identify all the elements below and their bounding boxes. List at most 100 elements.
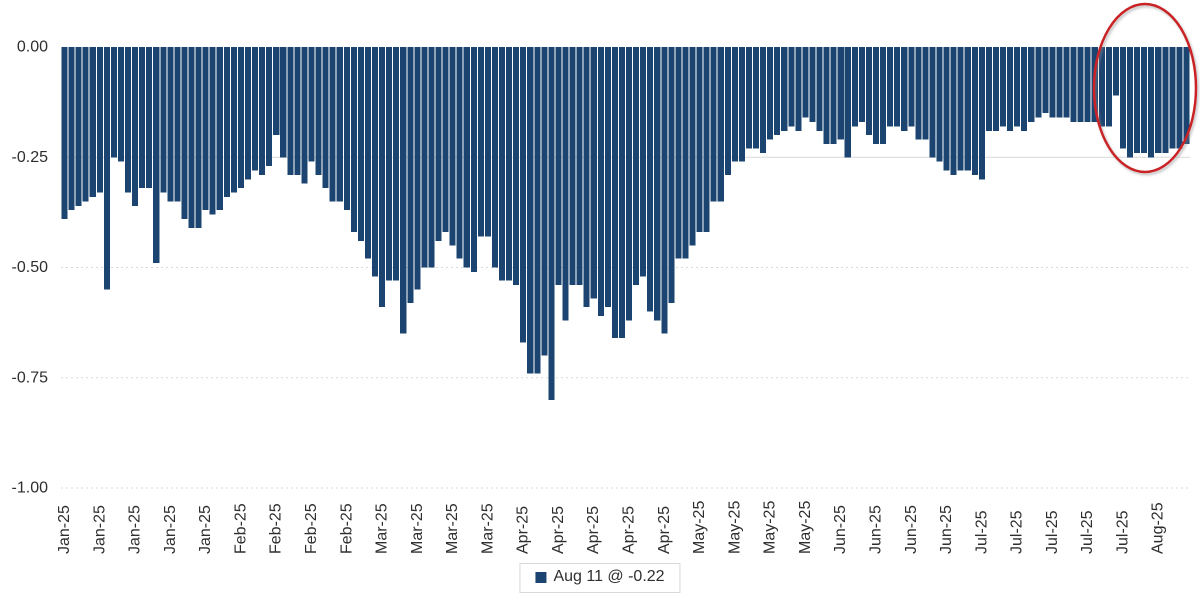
x-axis-tick-label: Jun-25 [903,505,920,554]
bar [209,47,216,215]
bar [774,47,781,136]
bar [1119,47,1126,149]
bar [724,47,731,175]
x-axis-tick-label: Jul-25 [1079,510,1096,554]
bar [428,47,435,268]
bar [223,47,230,197]
bar [992,47,999,131]
bar [548,47,555,400]
bar [802,47,809,118]
x-axis-tick-label: Jul-25 [1115,510,1132,554]
bar [188,47,195,228]
bar [894,47,901,127]
x-axis-tick-label: Apr-25 [621,506,638,554]
bar [675,47,682,259]
bar [110,47,117,158]
bar [795,47,802,131]
x-axis-tick-label: Mar-25 [479,503,496,554]
x-axis-tick-label: Jan-25 [127,505,144,554]
bar [844,47,851,158]
bar [1148,47,1155,158]
x-axis-tick-label: Apr-25 [656,506,673,554]
bar [273,47,280,136]
bar [534,47,541,374]
bar [569,47,576,286]
bar [964,47,971,171]
x-axis-tick-label: Jul-25 [973,510,990,554]
bar [830,47,837,145]
x-axis-tick-label: Aug-25 [1150,502,1167,554]
x-axis-tick-label: Apr-25 [585,506,602,554]
x-axis-tick-label: Apr-25 [550,506,567,554]
bar [760,47,767,153]
bar [146,47,153,189]
bar [1126,47,1134,158]
x-axis-tick-label: Jan-25 [162,505,179,554]
x-axis-tick-label: Jan-25 [197,505,214,554]
bar [167,47,174,202]
bar [153,47,160,264]
bar [978,47,985,180]
x-axis-tick-label: May-25 [762,501,779,554]
bar [103,47,110,290]
annotation-ellipse [1092,2,1198,174]
bar [837,47,844,140]
bar [682,47,689,259]
x-axis-tick-label: Jan-25 [56,505,73,554]
bar [280,47,287,158]
bar [477,47,484,237]
y-axis-tick-label: -0.25 [12,149,49,166]
bar [957,47,964,171]
bar [626,47,633,321]
bar [315,47,322,175]
bar [901,47,908,131]
bar [400,47,407,334]
bar [999,47,1007,127]
bar [174,47,181,202]
y-axis-tick-label: 0.00 [17,39,48,56]
bar [421,47,428,268]
bar [393,47,400,281]
bar [1028,47,1035,122]
bar [555,47,562,286]
x-axis-tick-label: May-25 [726,501,743,554]
bar [1042,47,1049,114]
bar [82,47,89,202]
bar [1063,47,1070,118]
x-axis-tick-label: Jul-25 [1009,510,1026,554]
bar [661,47,668,334]
x-axis-tick-label: Feb-25 [232,503,249,554]
bar [1014,47,1021,127]
bar [96,47,103,193]
x-axis-tick-label: May-25 [797,501,814,554]
bar [654,47,661,321]
bar [1007,47,1014,131]
bar [287,47,294,175]
bar [908,47,915,127]
bar [202,47,209,211]
bar [753,47,760,149]
bar [259,47,266,175]
bar [244,47,252,180]
bar [922,47,929,140]
y-axis-tick-label: -1.00 [12,480,49,497]
x-axis-tick-label: Mar-25 [409,503,426,554]
bar [1077,47,1084,122]
bar [301,47,308,184]
bar [781,47,788,131]
bar [216,47,223,211]
bar [456,47,463,259]
bar [985,47,992,131]
bar [463,47,470,268]
bar [541,47,548,356]
y-axis-tick-label: -0.75 [12,369,49,386]
x-axis-tick-label: May-25 [691,501,708,554]
annotation-layer [1092,2,1198,174]
bar [618,47,625,339]
bar [1141,47,1148,153]
bar [470,47,477,272]
bar [562,47,569,321]
bar [788,47,795,127]
